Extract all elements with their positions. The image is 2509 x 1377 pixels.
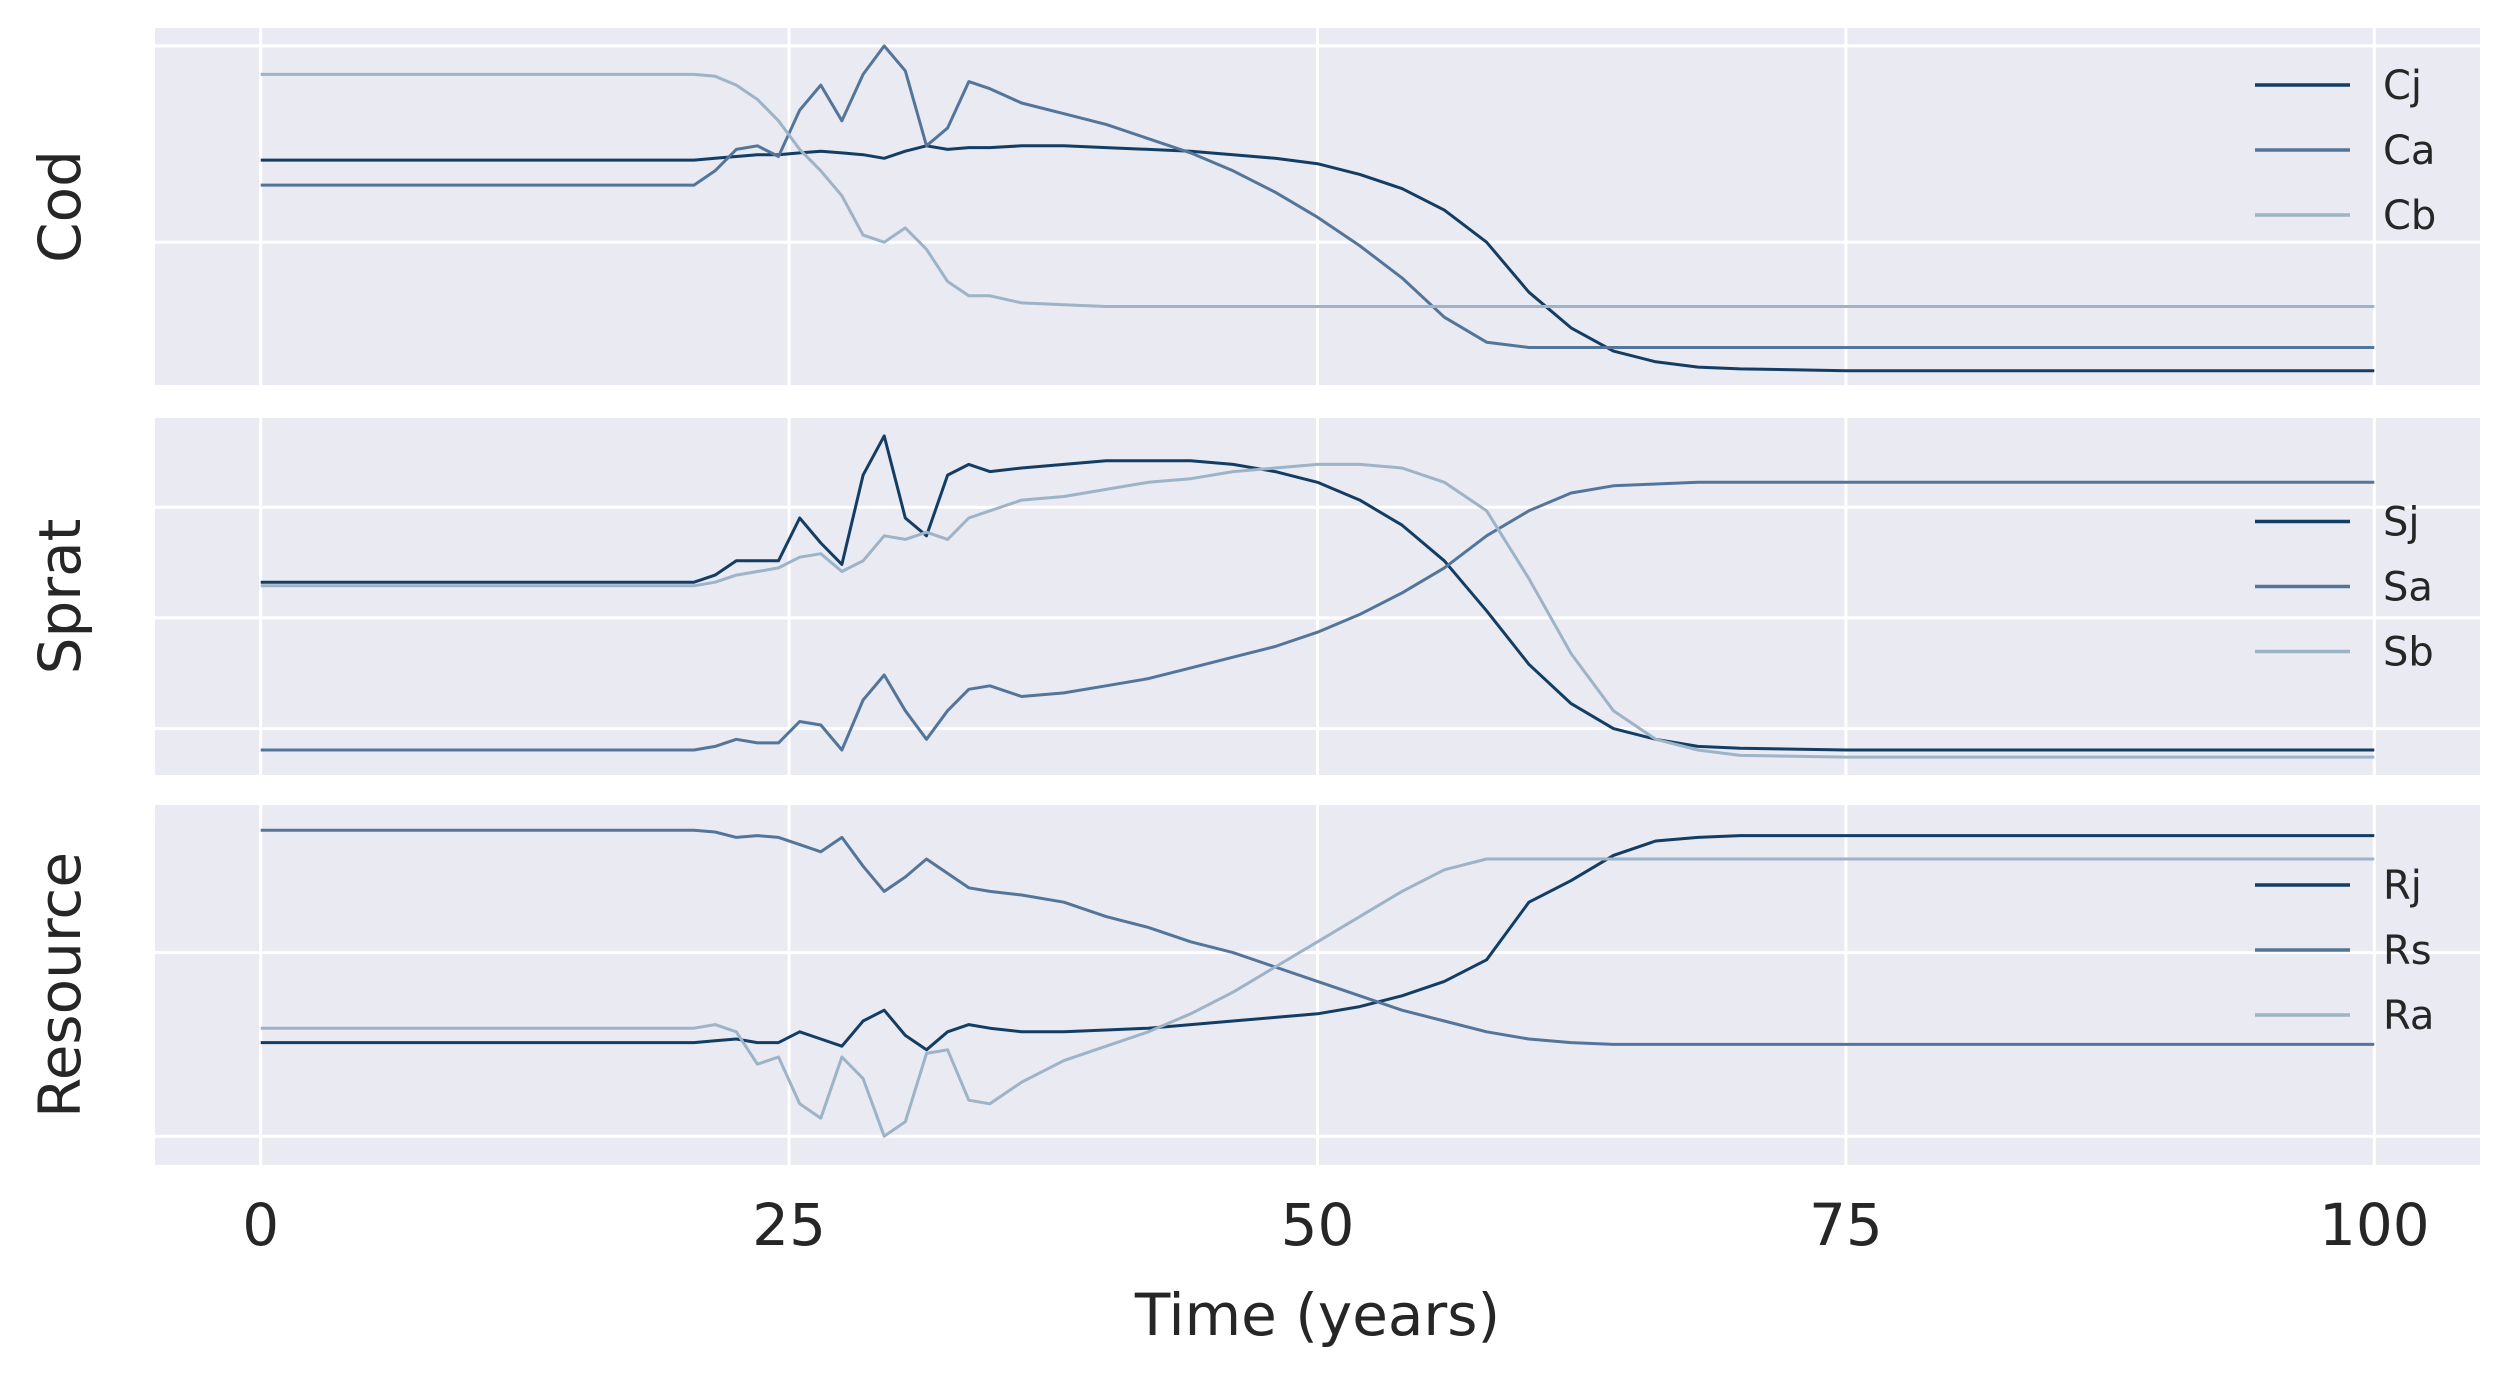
series-line-ca <box>260 44 2375 349</box>
legend-label-sa: Sa <box>2383 565 2433 611</box>
panels-group: Cod Cj Ca Cb Sprat Sj Sa Sb Resource Rj Rs Ra <box>26 28 2480 1165</box>
legend-label-sb: Sb <box>2383 630 2434 676</box>
legend-resource: Rj Rs Ra <box>2255 863 2434 1039</box>
series-line-ra <box>260 857 2375 1138</box>
y-axis-label-sprat: Sprat <box>26 519 94 675</box>
x-tick-label: 25 <box>752 1191 826 1259</box>
x-tick-label: 0 <box>242 1191 279 1259</box>
x-tick-label: 75 <box>1809 1191 1883 1259</box>
y-axis-label-cod: Cod <box>26 150 94 263</box>
series-line-sa <box>260 480 2375 752</box>
panel-sprat: Sprat Sj Sa Sb <box>26 418 2480 775</box>
legend-label-cj: Cj <box>2383 63 2422 109</box>
series-line-cb <box>260 72 2375 308</box>
legend-label-sj: Sj <box>2383 500 2420 546</box>
legend-label-rs: Rs <box>2383 928 2432 974</box>
x-tick-label: 50 <box>1281 1191 1355 1259</box>
series-line-rs <box>260 828 2375 1046</box>
series-line-cj <box>260 144 2375 373</box>
series-line-sj <box>260 434 2375 752</box>
legend-label-rj: Rj <box>2383 863 2422 909</box>
x-tick-label: 100 <box>2319 1191 2430 1259</box>
x-axis-label: Time (years) <box>1134 1281 1500 1349</box>
series-line-sb <box>260 462 2375 759</box>
legend-cod: Cj Ca Cb <box>2255 63 2436 239</box>
y-axis-label-resource: Resource <box>26 852 94 1118</box>
x-tick-labels: 0 25 50 75 100 <box>242 1191 2429 1259</box>
panel-cod: Cod Cj Ca Cb <box>26 28 2480 385</box>
legend-label-ra: Ra <box>2383 993 2434 1039</box>
panel-resource: Resource Rj Rs Ra <box>26 805 2480 1165</box>
legend-sprat: Sj Sa Sb <box>2255 500 2434 676</box>
legend-label-cb: Cb <box>2383 193 2436 239</box>
series-line-rj <box>260 834 2375 1052</box>
legend-label-ca: Ca <box>2383 128 2435 174</box>
